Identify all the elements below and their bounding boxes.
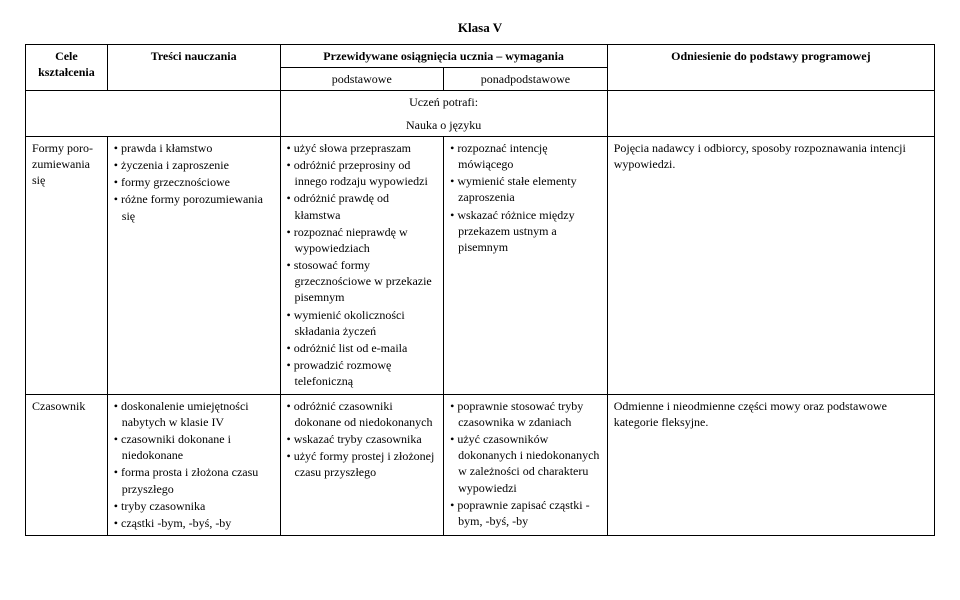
bullet-list: rozpoznać intencję mówiącegowymienić sta… bbox=[450, 140, 601, 255]
list-item: odróżnić list od e-maila bbox=[287, 340, 438, 356]
list-item: odróżnić prawdę od kłamstwa bbox=[287, 190, 438, 222]
curriculum-table: Cele kształcenia Treści nauczania Przewi… bbox=[25, 44, 935, 536]
list-item: użyć czasowników dokonanych i niedokona­… bbox=[450, 431, 601, 496]
bullet-list: poprawnie stosować tryby czasownika w zd… bbox=[450, 398, 601, 530]
list-item: czasowniki dokonane i niedokonane bbox=[114, 431, 274, 463]
cell-odniesienie: Odmienne i nieodmienne części mowy oraz … bbox=[607, 394, 934, 536]
cell-tresci: prawda i kłamstwożyczenia i zaproszenief… bbox=[107, 136, 280, 394]
list-item: poprawnie stosować tryby czasownika w zd… bbox=[450, 398, 601, 430]
list-item: formy grzecznościowe bbox=[114, 174, 274, 190]
list-item: poprawnie zapisać cząstki -bym, -byś, -b… bbox=[450, 497, 601, 529]
cell-podstawowe: użyć słowa przepraszamodróżnić przeprosi… bbox=[280, 136, 444, 394]
table-row: Formy poro­zumiewania sięprawda i kłamst… bbox=[26, 136, 935, 394]
bullet-list: doskonalenie umiejętności nabytych w kla… bbox=[114, 398, 274, 532]
cell-ponadpodstawowe: poprawnie stosować tryby czasownika w zd… bbox=[444, 394, 608, 536]
list-item: wymienić stałe elementy zaproszenia bbox=[450, 173, 601, 205]
list-item: prawda i kłamstwo bbox=[114, 140, 274, 156]
cell-podstawowe: odróżnić czasowniki dokonane od niedokon… bbox=[280, 394, 444, 536]
header-odniesienie: Odniesienie do podstawy programowej bbox=[607, 45, 934, 91]
list-item: użyć słowa przepraszam bbox=[287, 140, 438, 156]
bullet-list: prawda i kłamstwożyczenia i zaproszenief… bbox=[114, 140, 274, 224]
header-cele: Cele kształcenia bbox=[26, 45, 108, 91]
bullet-list: użyć słowa przepraszamodróżnić przeprosi… bbox=[287, 140, 438, 390]
table-row: Czasownikdoskonalenie umiejętności nabyt… bbox=[26, 394, 935, 536]
bullet-list: odróżnić czasowniki dokonane od niedokon… bbox=[287, 398, 438, 481]
cell-tresci: doskonalenie umiejętności nabytych w kla… bbox=[107, 394, 280, 536]
list-item: doskonalenie umiejętności nabytych w kla… bbox=[114, 398, 274, 430]
header-podstawowe: podstawowe bbox=[280, 68, 444, 91]
list-item: odróżnić przeprosiny od innego rodzaju w… bbox=[287, 157, 438, 189]
list-item: tryby czasownika bbox=[114, 498, 274, 514]
list-item: życzenia i zaproszenie bbox=[114, 157, 274, 173]
list-item: cząstki -bym, -byś, -by bbox=[114, 515, 274, 531]
cell-ponadpodstawowe: rozpoznać intencję mówiącegowymienić sta… bbox=[444, 136, 608, 394]
page-title: Klasa V bbox=[25, 20, 935, 36]
list-item: prowadzić rozmowę telefoniczną bbox=[287, 357, 438, 389]
list-item: użyć formy prostej i złożonej czasu przy… bbox=[287, 448, 438, 480]
cell-odniesienie: Pojęcia nadawcy i odbiorcy, sposoby rozp… bbox=[607, 136, 934, 394]
list-item: rozpoznać intencję mówiącego bbox=[450, 140, 601, 172]
cell-cele: Czasownik bbox=[26, 394, 108, 536]
list-item: stosować formy grzecznościowe w przekazi… bbox=[287, 257, 438, 306]
header-ponadpodstawowe: ponadpodstawowe bbox=[444, 68, 608, 91]
header-przewidywane: Przewidywane osiągnięcia ucznia – wymaga… bbox=[280, 45, 607, 68]
list-item: wskazać różnice między przekazem ustnym … bbox=[450, 207, 601, 256]
list-item: rozpoznać nieprawdę w wypowiedziach bbox=[287, 224, 438, 256]
header-nauka: Nauka o języku bbox=[280, 114, 607, 137]
list-item: wymienić okoliczności składania życzeń bbox=[287, 307, 438, 339]
cell-cele: Formy poro­zumiewania się bbox=[26, 136, 108, 394]
list-item: odróżnić czasowniki dokonane od niedokon… bbox=[287, 398, 438, 430]
header-tresci: Treści nauczania bbox=[107, 45, 280, 91]
list-item: różne formy porozumiewania się bbox=[114, 191, 274, 223]
header-uczen: Uczeń potrafi: bbox=[280, 91, 607, 114]
list-item: wskazać tryby czasownika bbox=[287, 431, 438, 447]
list-item: forma prosta i złożona czasu przyszłego bbox=[114, 464, 274, 496]
